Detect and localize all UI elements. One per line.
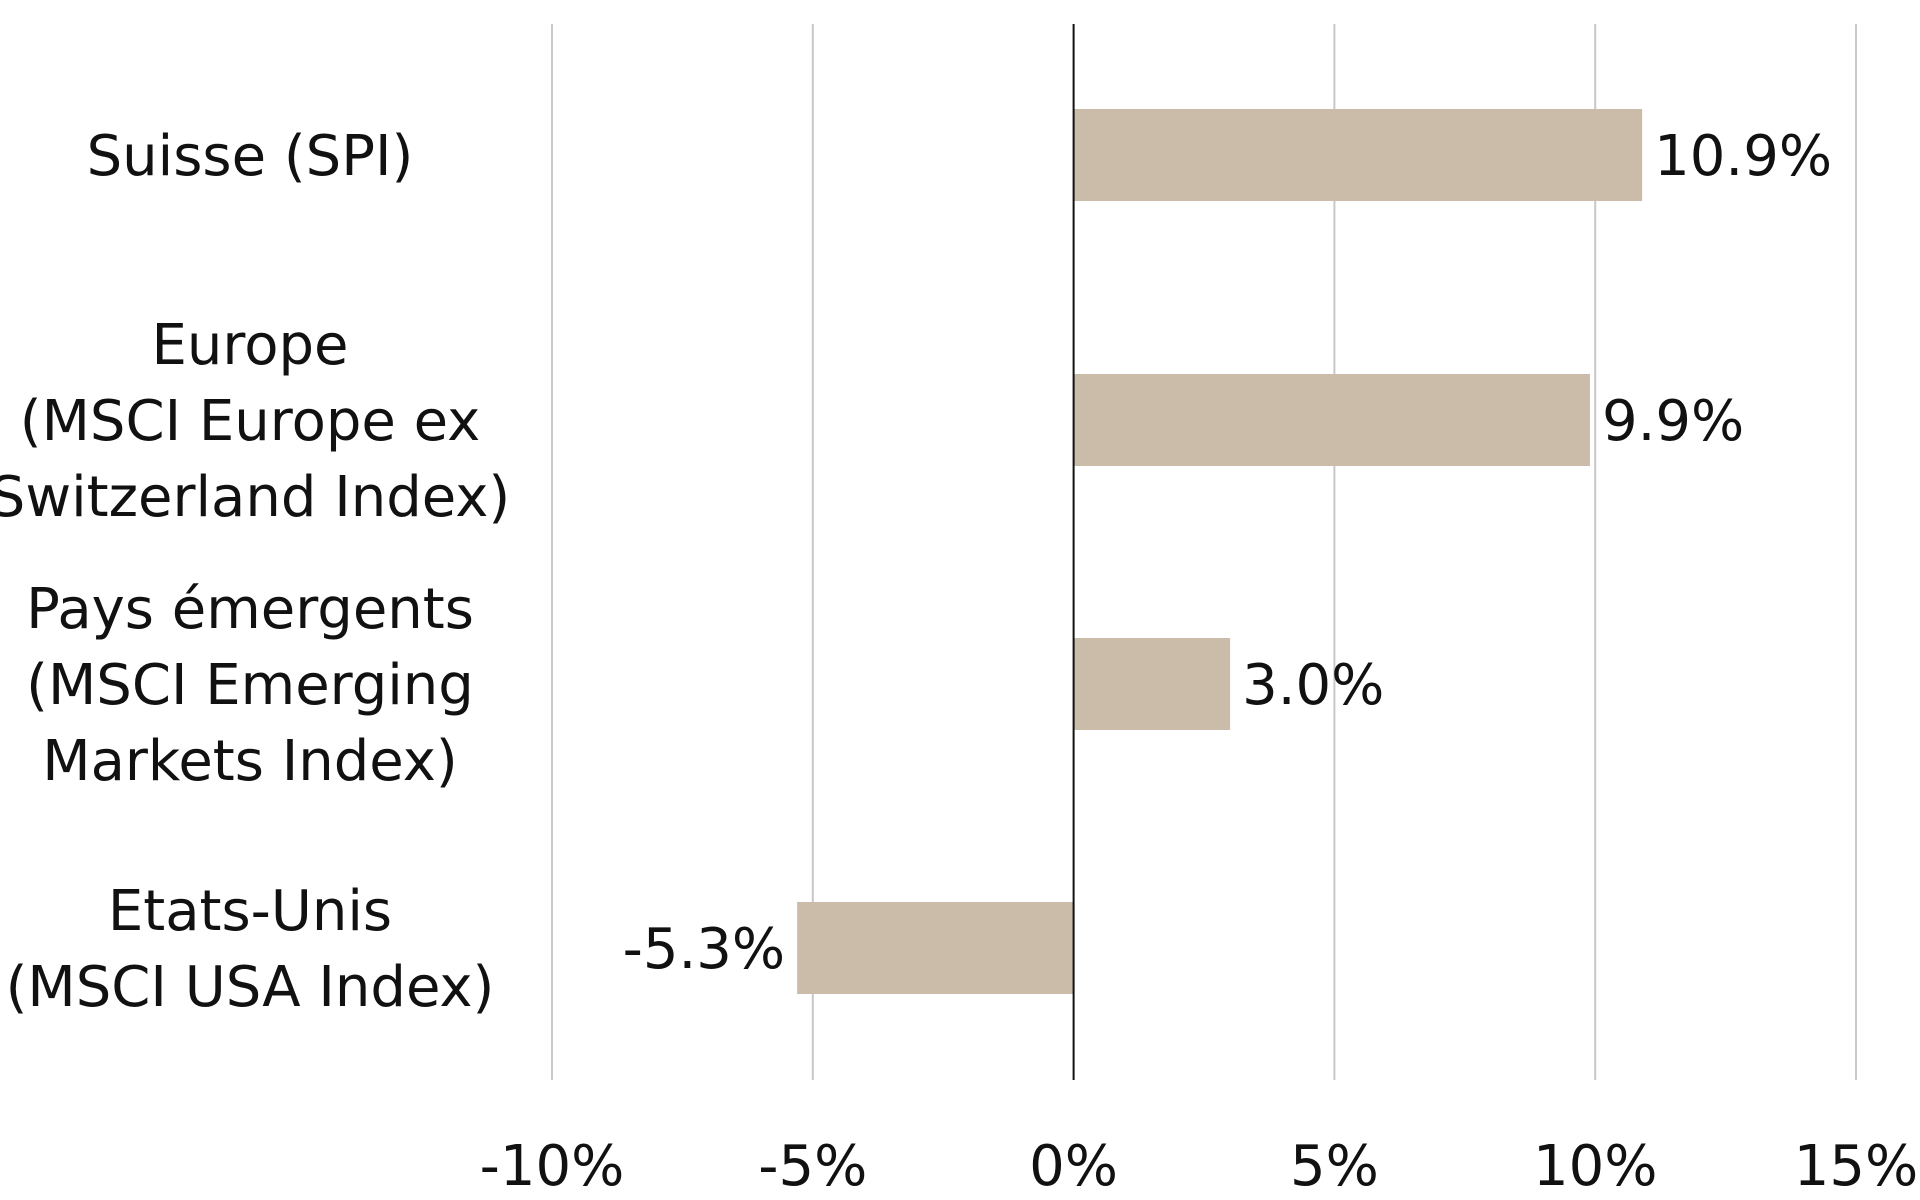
category-label-line: Etats-Unis [108,879,392,944]
category-label-line: Markets Index) [42,729,458,794]
data-label: -5.3% [623,917,785,982]
x-tick-label: 0% [1029,1134,1118,1199]
bars [797,109,1643,994]
category-label: Etats-Unis (MSCI USA Index) [6,879,495,1020]
bar [797,902,1074,994]
category-label-line: (MSCI USA Index) [6,955,495,1020]
category-label: Europe (MSCI Europe ex Switzerland Index) [0,313,510,530]
data-labels: 10.9% 9.9% 3.0% -5.3% [623,124,1832,982]
x-tick-label: 15% [1794,1134,1918,1199]
x-tick-label: 5% [1290,1134,1379,1199]
category-label-line: Suisse (SPI) [87,124,414,189]
x-tick-label: -10% [480,1134,625,1199]
bar [1073,109,1643,201]
category-label-line: Pays émergents [26,577,474,642]
category-label: Suisse (SPI) [87,124,414,189]
x-tick-label: 10% [1533,1134,1657,1199]
category-label-line: Europe [152,313,349,378]
category-labels: Suisse (SPI) Europe (MSCI Europe ex Switzer… [0,124,510,1020]
category-label: Pays émergents (MSCI Emerging Markets Inde… [26,577,474,794]
bar [1073,374,1590,466]
category-label-line: (MSCI Emerging [26,653,474,718]
category-label-line: (MSCI Europe ex [20,389,480,454]
bar [1073,638,1231,730]
x-tick-label: -5% [758,1134,867,1199]
category-label-line: Switzerland Index) [0,465,510,530]
data-label: 3.0% [1242,653,1384,718]
data-label: 10.9% [1654,124,1832,189]
x-axis-tick-labels: -10% -5% 0% 5% 10% 15% [480,1134,1919,1199]
data-label: 9.9% [1602,389,1744,454]
